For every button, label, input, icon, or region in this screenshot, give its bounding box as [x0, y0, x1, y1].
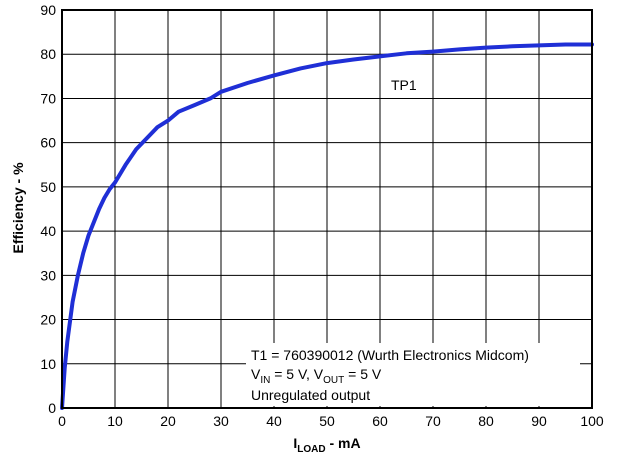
y-tick-label: 20: [40, 312, 56, 328]
y-tick-labels: 0 10 20 30 40 50 60 70 80 90: [40, 2, 56, 416]
y-tick-label: 0: [48, 400, 56, 416]
efficiency-series-line: [60, 42, 594, 410]
x-tick-label: 60: [372, 413, 388, 429]
x-tick-label: 100: [580, 413, 604, 429]
y-tick-label: 80: [40, 46, 56, 62]
y-tick-label: 40: [40, 223, 56, 239]
plot-frame: [61, 9, 593, 409]
x-tick-label: 30: [213, 413, 229, 429]
y-tick-label: 90: [40, 2, 56, 18]
annotation-transformer: T1 = 760390012 (Wurth Electronics Midcom…: [251, 347, 529, 363]
y-tick-label: 50: [40, 179, 56, 195]
y-tick-label: 60: [40, 135, 56, 151]
y-tick-label: 30: [40, 267, 56, 283]
x-tick-label: 80: [478, 413, 494, 429]
annotation-unregulated: Unregulated output: [251, 387, 370, 403]
x-tick-label: 10: [107, 413, 123, 429]
x-tick-label: 90: [531, 413, 547, 429]
y-tick-label: 70: [40, 90, 56, 106]
x-axis-label: ILOAD - mA: [293, 435, 360, 455]
y-tick-label: 10: [40, 356, 56, 372]
x-tick-label: 20: [160, 413, 176, 429]
x-tick-label: 0: [58, 413, 66, 429]
x-tick-label: 40: [266, 413, 282, 429]
y-axis-label: Efficiency - %: [10, 162, 26, 254]
x-tick-label: 70: [425, 413, 441, 429]
annotation-box: [246, 343, 580, 406]
x-tick-labels: 0 10 20 30 40 50 60 70 80 90 100: [58, 413, 604, 429]
curve-label-tp1: TP1: [391, 77, 417, 93]
annotation-voltages: VIN = 5 V, VOUT = 5 V: [251, 366, 382, 386]
x-tick-label: 50: [319, 413, 335, 429]
